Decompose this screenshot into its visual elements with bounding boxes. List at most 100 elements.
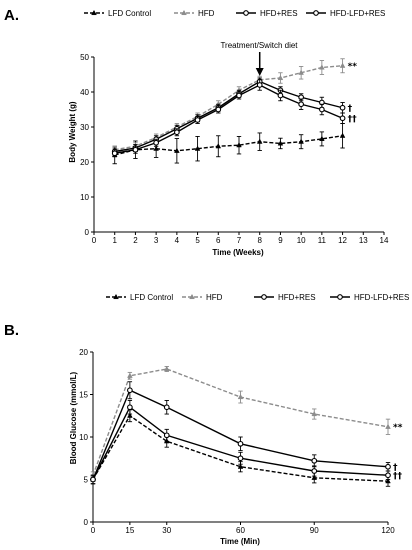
panel-a-data-point [194,117,201,123]
panel-a-data-point [174,147,180,153]
panel-a-legend-label: LFD Control [108,9,151,18]
panel-a-x-tick-label: 0 [92,236,97,245]
panel-a-data-point [298,69,304,75]
panel-a-data-point [256,82,263,88]
panel-b-x-tick-label: 90 [310,526,319,535]
panel-a-series-line [114,84,343,154]
panel-a-y-tick-label: 0 [85,228,90,237]
panel-b-data-point [311,474,318,480]
panel-a-series-2: † [111,77,353,156]
panel-b-data-point [237,393,244,400]
panel-b-series-2: † [90,381,398,485]
panel-a-data-point [236,142,242,148]
panel-b-data-point [385,463,391,470]
panel-a-legend-item-0: LFD Control [84,9,151,18]
panel-a-data-point [215,143,222,149]
panel-b-data-point [385,423,391,429]
panel-b-series-line [92,406,389,480]
panel-b-significance-label: † [393,463,398,473]
panel-b-data-point [237,463,244,469]
panel-a-data-point [339,132,346,138]
panel-a-x-tick-label: 4 [175,236,180,245]
panel-b-data-point [311,457,318,464]
panel-b-legend-label: HFD+RES [278,293,316,302]
panel-a-y-tick-label: 20 [80,158,89,167]
panel-b-x-tick-label: 120 [381,526,395,535]
panel-a-data-point [319,64,325,70]
panel-b-data-point [385,478,391,484]
panel-a-data-point [153,139,159,146]
panel-a-x-tick-label: 12 [338,236,347,245]
panel-a-significance-label: † [348,104,353,114]
panel-a-x-tick-label: 9 [278,236,283,245]
panel-b-legend-marker [113,293,119,300]
panel-a-legend-item-3: HFD-LFD+RES [306,9,385,18]
panel-b-data-point [163,404,170,411]
panel-b-legend-marker [189,293,195,300]
panel-b-x-tick-label: 15 [125,526,134,535]
panel-a-x-axis-title: Time (Weeks) [212,248,264,257]
panel-a-y-tick-label: 50 [80,53,89,62]
panel-b-legend-label: LFD Control [130,293,173,302]
panel-b-y-axis-title: Blood Glucose (mmol/L) [69,371,78,464]
panel-b-significance-label: ** [393,423,403,433]
panel-b-data-point [385,472,391,479]
panel-a-legend-label: HFD+RES [260,9,298,18]
panel-b-legend-marker [261,294,267,300]
panel-a-series-line [114,65,343,151]
panel-b-y-tick-label: 0 [84,518,89,527]
panel-a-significance-label: †† [348,114,358,124]
panel-a-legend-label: HFD-LFD+RES [330,9,385,18]
panel-b-legend-item-3: HFD-LFD+RES [330,293,409,302]
panel-a-data-point [256,138,263,144]
panel-a-y-tick-label: 40 [80,88,89,97]
panel-a-data-point [277,140,284,146]
panel-a-legend-marker [91,9,97,16]
panel-a-legend: LFD Control HFD HFD+RES HFD-LFD+RES [84,9,385,18]
panel-b-series-line [92,414,389,482]
panel-a-legend-marker [313,10,319,16]
panel-b-series-3: †† [90,400,403,485]
panel-a-data-point [339,104,346,111]
panel-a-treatment-arrow [255,52,264,76]
panel-a-data-point [194,145,201,151]
panel-a-legend-item-1: HFD [174,9,215,18]
panel-a-legend-item-2: HFD+RES [236,9,298,18]
panel-b-series-line [92,368,389,476]
panel-a-data-point [319,135,325,141]
panel-a-label: A. [4,7,19,24]
panel-a-y-tick-label: 10 [80,193,89,202]
panel-a-y-tick-label: 30 [80,123,89,132]
panel-a-data-point [277,92,284,99]
panel-a-x-tick-label: 8 [257,236,262,245]
panel-a-x-tick-label: 7 [237,236,242,245]
panel-a-legend-marker [181,9,187,16]
panel-a-data-point [174,129,180,136]
panel-b-legend-label: HFD-LFD+RES [354,293,409,302]
panel-b-series-line [92,389,389,480]
panel-b-legend-item-1: HFD [182,293,223,302]
panel-b-plot: ** ††† [90,365,403,487]
panel-a-y-axis-title: Body Weight (g) [68,101,77,163]
panel-b-x-tick-label: 0 [91,526,96,535]
panel-b-x-tick-label: 60 [236,526,245,535]
panel-a-x-tick-label: 3 [154,236,159,245]
panel-a-x-tick-label: 6 [216,236,221,245]
panel-b-data-point [237,455,244,462]
panel-b-data-point [163,432,170,439]
panel-a-plot: ** ††† [111,58,358,165]
panel-a-data-point [132,146,139,153]
panel-a-data-point [298,101,304,108]
panel-a-legend-label: HFD [198,9,215,18]
panel-b-x-axis-title: Time (Min) [220,537,260,546]
panel-a-x-tick-label: 5 [195,236,200,245]
panel-b-significance-label: †† [393,471,403,481]
panel-a-data-point [111,150,118,157]
panel-a-x-tick-label: 11 [318,236,327,245]
panel-a-data-point [153,145,159,151]
panel-b-legend: LFD Control HFD HFD+RES HFD-LFD+RES [106,293,409,302]
panel-b-series-1: ** [90,365,403,480]
panel-b-data-point [127,404,133,411]
